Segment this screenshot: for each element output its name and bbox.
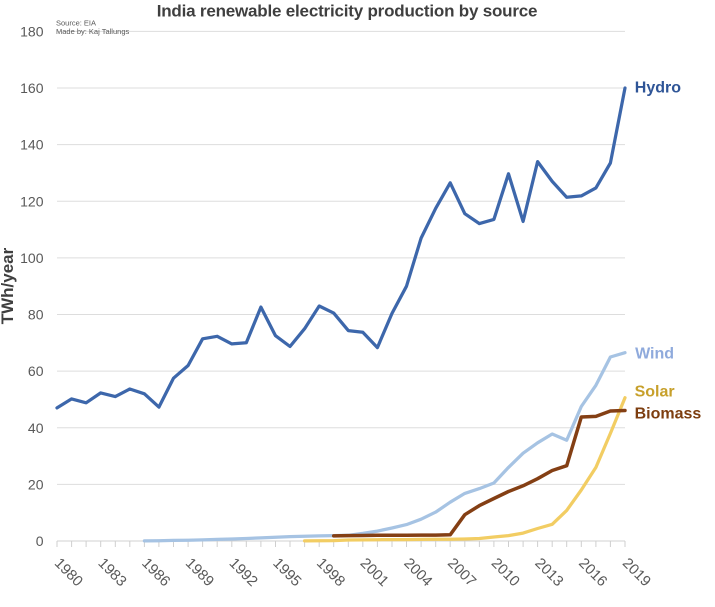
svg-text:100: 100 xyxy=(20,250,44,266)
svg-text:Source: EIA: Source: EIA xyxy=(56,18,96,27)
svg-text:0: 0 xyxy=(36,533,44,549)
svg-text:20: 20 xyxy=(28,477,44,493)
svg-text:80: 80 xyxy=(28,307,44,323)
svg-text:Wind: Wind xyxy=(635,346,674,363)
svg-text:Solar: Solar xyxy=(635,383,675,400)
svg-text:160: 160 xyxy=(20,80,44,96)
svg-text:40: 40 xyxy=(28,420,44,436)
svg-text:140: 140 xyxy=(20,137,44,153)
svg-text:120: 120 xyxy=(20,193,44,209)
svg-text:TWh/year: TWh/year xyxy=(0,247,17,324)
svg-text:Hydro: Hydro xyxy=(635,79,681,96)
svg-text:Biomass: Biomass xyxy=(635,406,702,423)
svg-text:180: 180 xyxy=(20,24,44,40)
svg-text:60: 60 xyxy=(28,363,44,379)
svg-text:Made by: Kaj Tallungs: Made by: Kaj Tallungs xyxy=(56,27,129,36)
svg-text:India renewable electricity pr: India renewable electricity production b… xyxy=(157,2,538,21)
